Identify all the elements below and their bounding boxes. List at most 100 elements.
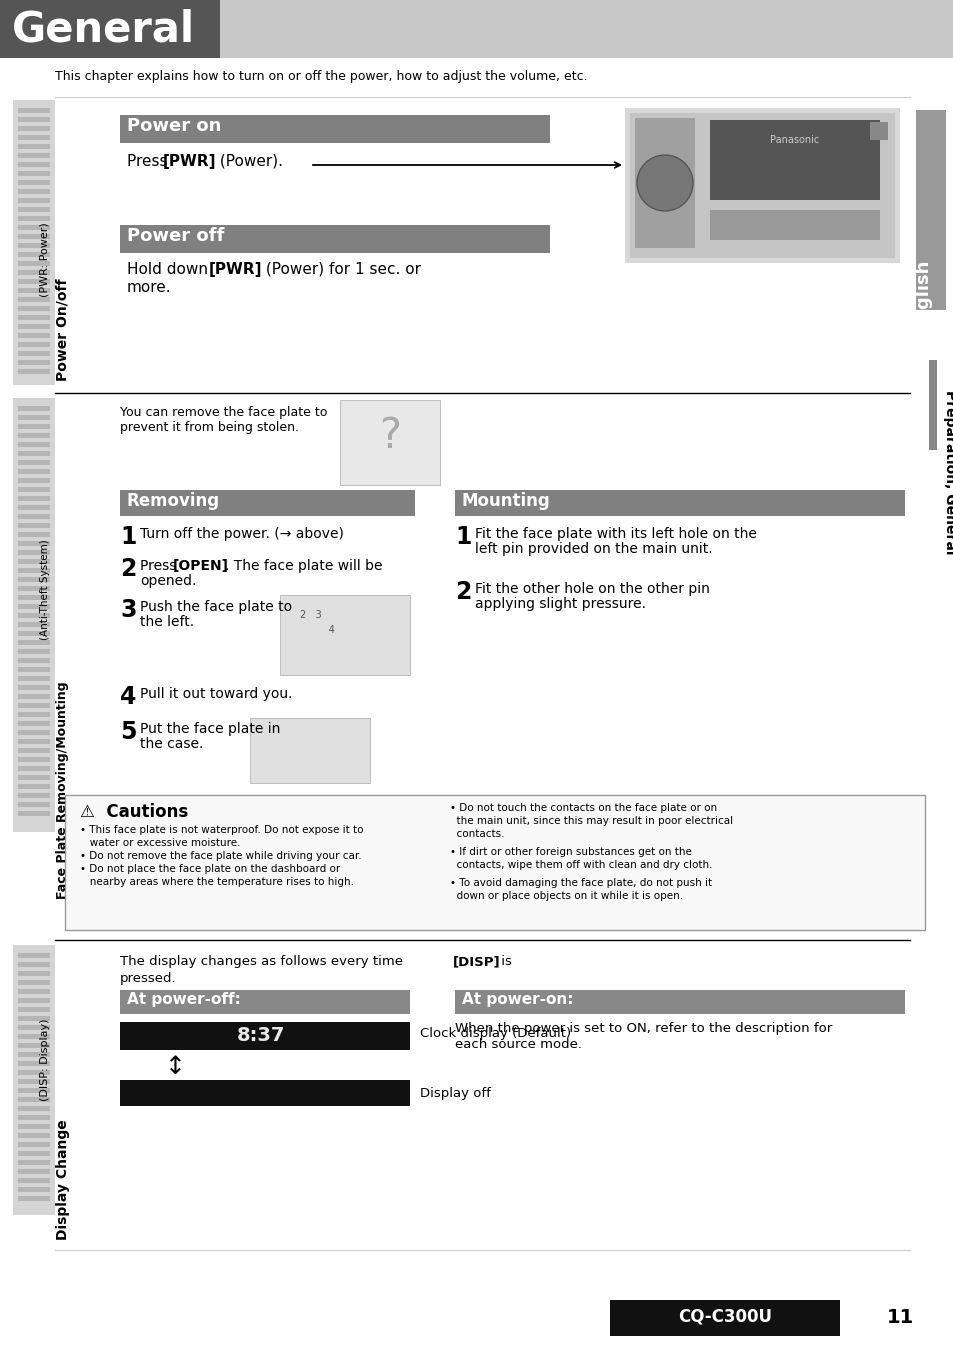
Bar xyxy=(18,198,50,204)
Bar xyxy=(928,360,936,450)
Text: Fit the face plate with its left hole on the: Fit the face plate with its left hole on… xyxy=(475,527,756,541)
Bar xyxy=(18,1188,50,1192)
Text: Panasonic: Panasonic xyxy=(770,135,819,146)
Bar xyxy=(280,594,410,675)
Text: • This face plate is not waterproof. Do not expose it to: • This face plate is not waterproof. Do … xyxy=(80,825,363,834)
Bar xyxy=(18,541,50,546)
Bar xyxy=(18,162,50,167)
Text: [PWR]: [PWR] xyxy=(163,154,216,168)
Bar xyxy=(18,225,50,231)
Bar xyxy=(18,631,50,636)
Text: Power on: Power on xyxy=(127,117,221,135)
Bar xyxy=(18,315,50,319)
Bar xyxy=(18,1196,50,1201)
Bar xyxy=(120,1022,410,1050)
Bar xyxy=(18,1151,50,1157)
Bar xyxy=(18,262,50,266)
Text: English: English xyxy=(912,259,930,332)
Bar xyxy=(18,360,50,365)
Bar xyxy=(18,667,50,673)
Bar xyxy=(18,288,50,293)
Text: Power off: Power off xyxy=(127,226,224,245)
Text: the main unit, since this may result in poor electrical: the main unit, since this may result in … xyxy=(450,816,732,826)
Bar xyxy=(629,113,894,257)
Text: Power On/off: Power On/off xyxy=(56,279,70,381)
Bar xyxy=(120,225,550,253)
Bar xyxy=(18,685,50,690)
Bar xyxy=(120,115,550,143)
Bar xyxy=(13,398,55,832)
Text: 2: 2 xyxy=(120,557,136,581)
Bar xyxy=(455,491,904,516)
Bar xyxy=(18,487,50,492)
Text: • Do not remove the face plate while driving your car.: • Do not remove the face plate while dri… xyxy=(80,851,361,861)
Bar xyxy=(18,425,50,429)
Bar xyxy=(220,0,953,58)
Bar xyxy=(18,279,50,284)
Bar xyxy=(18,171,50,177)
Text: 8:37: 8:37 xyxy=(236,1026,285,1045)
Text: 5: 5 xyxy=(120,720,136,744)
Bar xyxy=(915,111,945,310)
Bar xyxy=(18,235,50,239)
Bar xyxy=(455,989,904,1014)
Bar xyxy=(18,532,50,537)
Bar xyxy=(18,998,50,1003)
Text: pressed.: pressed. xyxy=(120,972,176,985)
Text: Clock display (Default): Clock display (Default) xyxy=(419,1026,571,1039)
Bar xyxy=(18,216,50,221)
Text: The display changes as follows every time: The display changes as follows every tim… xyxy=(120,954,407,968)
Bar xyxy=(18,621,50,627)
Bar xyxy=(18,1124,50,1130)
Text: . The face plate will be: . The face plate will be xyxy=(225,559,382,573)
Text: Fit the other hole on the other pin: Fit the other hole on the other pin xyxy=(475,582,709,596)
Bar xyxy=(18,460,50,465)
Text: is: is xyxy=(497,954,512,968)
Bar xyxy=(18,523,50,528)
Bar xyxy=(18,406,50,411)
Text: Pull it out toward you.: Pull it out toward you. xyxy=(140,687,293,701)
Bar xyxy=(18,721,50,727)
Bar xyxy=(18,962,50,967)
Bar xyxy=(18,208,50,212)
Circle shape xyxy=(637,155,692,212)
Text: 4: 4 xyxy=(310,625,335,635)
Bar xyxy=(18,342,50,346)
Bar xyxy=(18,739,50,744)
Bar xyxy=(18,1105,50,1111)
Bar xyxy=(18,415,50,421)
Bar xyxy=(18,658,50,663)
Text: General: General xyxy=(12,8,195,50)
Bar xyxy=(18,144,50,150)
Bar xyxy=(18,125,50,131)
Bar xyxy=(18,1043,50,1047)
Bar xyxy=(18,1007,50,1012)
Bar xyxy=(609,1299,840,1336)
Bar xyxy=(18,252,50,257)
Text: contacts, wipe them off with clean and dry cloth.: contacts, wipe them off with clean and d… xyxy=(450,860,712,869)
Text: more.: more. xyxy=(127,280,172,295)
Bar xyxy=(18,785,50,789)
Text: 11: 11 xyxy=(885,1308,913,1326)
Bar xyxy=(18,1078,50,1084)
Bar xyxy=(18,154,50,158)
Text: Press: Press xyxy=(140,559,180,573)
Bar xyxy=(18,577,50,582)
Bar xyxy=(18,1134,50,1138)
Bar xyxy=(18,766,50,771)
Text: down or place objects on it while it is open.: down or place objects on it while it is … xyxy=(450,891,682,900)
Text: each source mode.: each source mode. xyxy=(455,1038,581,1051)
Text: left pin provided on the main unit.: left pin provided on the main unit. xyxy=(475,542,712,555)
Text: 3: 3 xyxy=(120,599,136,621)
Text: Push the face plate to: Push the face plate to xyxy=(140,600,292,613)
Bar xyxy=(18,1024,50,1030)
Text: Put the face plate in: Put the face plate in xyxy=(140,723,280,736)
Text: ⚠  Cautions: ⚠ Cautions xyxy=(80,803,188,821)
Bar xyxy=(18,506,50,510)
Bar xyxy=(18,514,50,519)
Bar xyxy=(18,704,50,708)
Bar xyxy=(120,989,410,1014)
Text: Press: Press xyxy=(127,154,172,168)
Text: Face Plate Removing/Mounting: Face Plate Removing/Mounting xyxy=(56,681,69,899)
Text: Turn off the power. (→ above): Turn off the power. (→ above) xyxy=(140,527,343,541)
